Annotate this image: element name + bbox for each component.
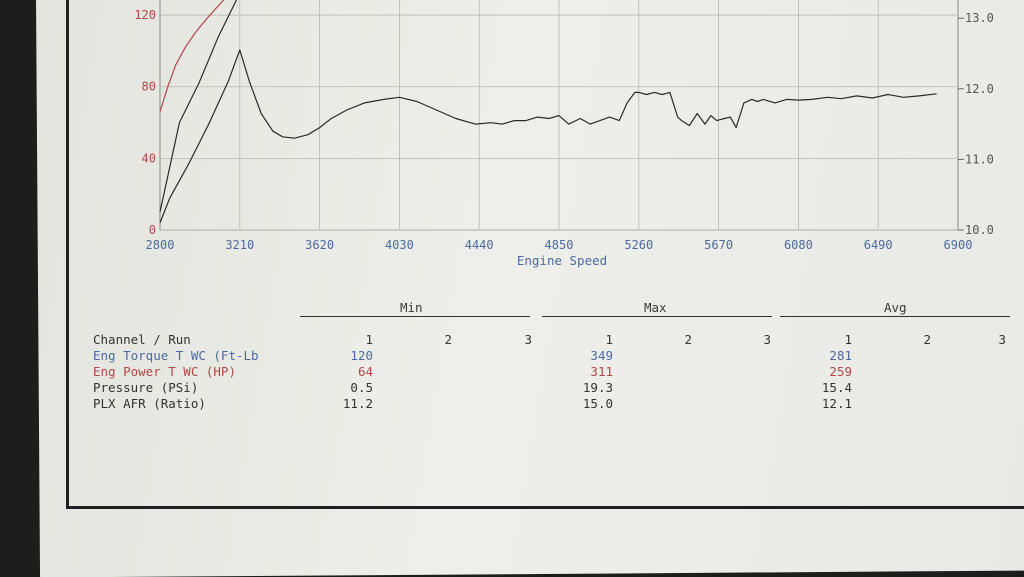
table-cell: 259 [829,364,852,379]
x-tick-label: 6900 [944,238,973,252]
table-cell: 15.0 [582,396,613,411]
y-left-tick-label: 80 [142,80,156,94]
run-number: 1 [844,332,852,347]
print-frame [66,0,1024,509]
y-left-tick-label: 40 [142,151,156,165]
group-underline [780,316,1010,317]
run-number: 3 [524,332,532,347]
table-cell: 281 [829,348,852,363]
x-tick-label: 6490 [864,238,893,252]
y-left-tick-label: 0 [149,223,156,237]
x-tick-label: 4030 [385,238,414,252]
group-header: Avg [884,300,907,315]
x-tick-label: 4850 [545,238,574,252]
group-header: Max [644,300,667,315]
run-number: 3 [763,332,771,347]
table-row-label: Eng Power T WC (HP) [93,364,236,379]
table-cell: 19.3 [582,380,613,395]
table-row-label: Eng Torque T WC (Ft-Lb [93,348,259,363]
series-line-rise [159,0,238,213]
x-axis-title: Engine Speed [517,253,607,268]
table-row-label: PLX AFR (Ratio) [93,396,206,411]
x-tick-label: 6080 [784,238,813,252]
group-header: Min [400,300,423,315]
y-right-tick-label: 12.0 [965,82,994,96]
chart-grid [159,0,959,231]
chart-series [159,0,937,224]
x-tick-label: 3210 [225,238,254,252]
y-right-tick-label: 10.0 [965,223,994,237]
y-right-tick-label: 13.0 [965,11,994,25]
table-cell: 311 [590,364,613,379]
run-number: 1 [365,332,373,347]
table-row-label: Pressure (PSi) [93,380,199,395]
run-number: 2 [684,332,692,347]
x-tick-label: 5670 [704,238,733,252]
chart-ticks: 2800 3210 3620 4030 4440 4850 5260 5670 6080 6490… [134,8,994,252]
table-cell: 349 [590,348,613,363]
table-cell: 11.2 [342,396,373,411]
y-left-tick-label: 120 [134,8,156,22]
group-underline [300,316,530,317]
run-number: 1 [605,332,613,347]
table-header-label: Channel / Run [93,332,191,347]
y-right-tick-label: 11.0 [965,152,994,166]
series-line-1 [159,0,225,112]
table-cell: 15.4 [821,380,852,395]
run-number: 3 [998,332,1006,347]
x-tick-label: 3620 [305,238,334,252]
series-line-2 [159,49,937,224]
run-number: 2 [444,332,452,347]
table-cell: 12.1 [821,396,852,411]
table-cell: 0.5 [350,380,373,395]
x-tick-label: 4440 [465,238,494,252]
x-tick-label: 5260 [624,238,653,252]
group-underline [542,316,772,317]
x-tick-label: 2800 [146,238,175,252]
table-cell: 120 [350,348,373,363]
table-cell: 64 [357,364,373,379]
run-number: 2 [923,332,931,347]
